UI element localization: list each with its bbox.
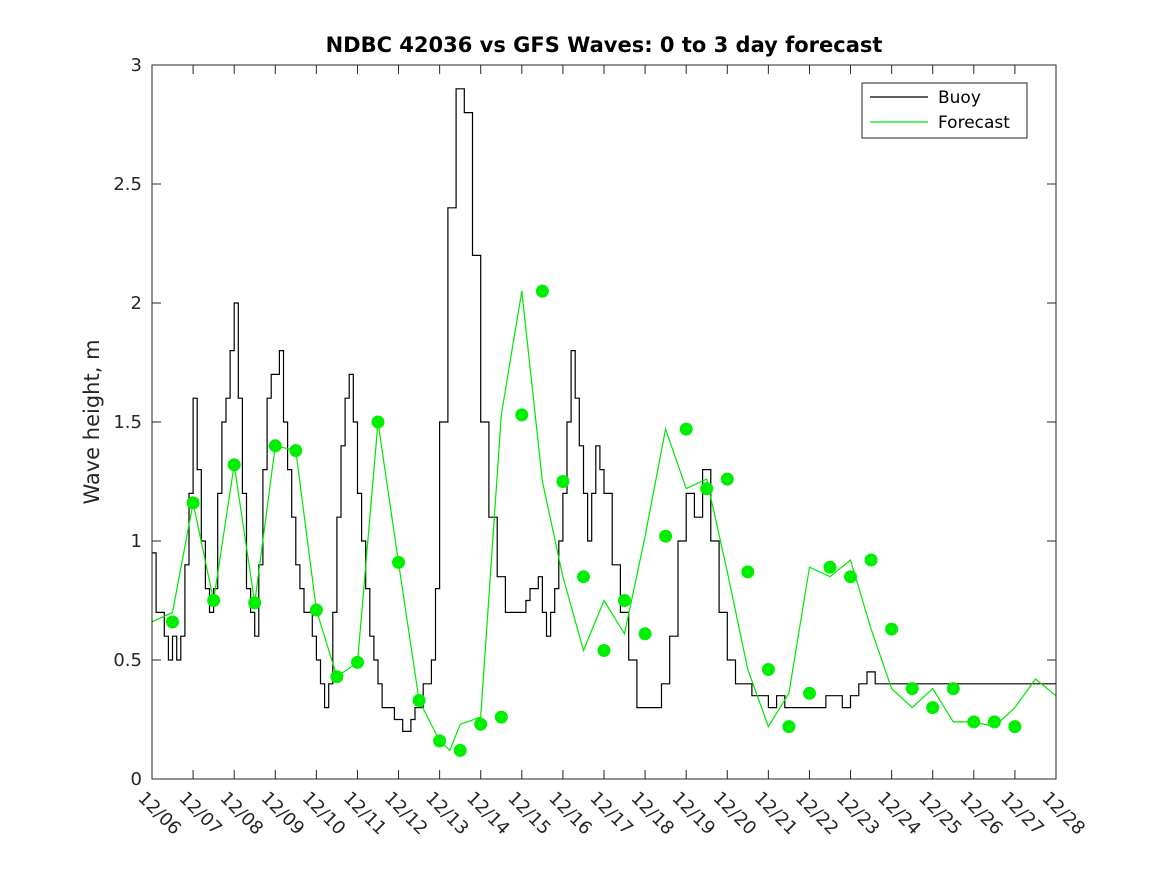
legend-label-buoy: Buoy — [938, 88, 981, 108]
forecast-dot — [186, 496, 200, 510]
y-tick-label: 0.5 — [113, 650, 142, 671]
forecast-dot — [309, 603, 323, 617]
forecast-dot — [474, 717, 488, 731]
buoy-series-layer — [152, 88, 1056, 732]
forecast-dot — [844, 570, 857, 584]
forecast-dot — [597, 644, 611, 657]
y-tick-label: 3 — [131, 55, 142, 76]
forecast-dot — [659, 529, 673, 543]
forecast-dot — [412, 694, 426, 707]
forecast-dot — [227, 458, 241, 472]
legend-label-forecast: Forecast — [938, 113, 1010, 133]
forecast-dot — [392, 555, 405, 569]
y-tick-label: 2.5 — [113, 174, 142, 195]
forecast-dot — [330, 670, 344, 684]
forecast-dot — [905, 682, 919, 696]
forecast-dot — [967, 715, 981, 729]
y-tick-label: 2 — [131, 293, 142, 314]
forecast-dot — [782, 720, 796, 734]
forecast-dot — [494, 710, 508, 724]
y-tick-label: 1 — [131, 531, 142, 552]
forecast-dot — [926, 701, 940, 715]
forecast-dot — [885, 622, 899, 636]
forecast-dot — [535, 284, 549, 298]
forecast-line-0 — [151, 291, 1057, 752]
forecast-dot — [289, 444, 303, 458]
legend-box — [861, 82, 1028, 139]
forecast-dot — [166, 615, 179, 629]
forecast-dot — [864, 553, 878, 567]
forecast-dot — [741, 565, 755, 579]
forecast-dot — [556, 475, 570, 488]
forecast-dot — [433, 734, 447, 748]
forecast-dot — [371, 415, 385, 429]
plot-area — [152, 65, 1056, 779]
forecast-dot — [1008, 720, 1022, 734]
y-tick-label: 1.5 — [113, 412, 142, 433]
forecast-dot — [515, 408, 529, 422]
forecast-dot — [720, 472, 734, 486]
forecast-dot — [618, 594, 631, 607]
forecast-dot — [248, 596, 262, 610]
forecast-dot — [823, 560, 837, 574]
y-axis-label: Wave height, m — [80, 339, 104, 504]
legend: Buoy Forecast — [861, 82, 1028, 139]
chart-title: NDBC 42036 vs GFS Waves: 0 to 3 day fore… — [326, 33, 883, 57]
buoy-line — [152, 88, 1056, 732]
forecast-dot — [453, 743, 467, 757]
forecast-dots-layer — [166, 284, 1022, 757]
forecast-dot — [946, 682, 960, 696]
forecast-dot — [987, 715, 1001, 729]
forecast-series-layer — [151, 291, 1057, 752]
forecast-dot — [700, 482, 714, 496]
forecast-dot — [679, 422, 693, 436]
forecast-dot — [638, 627, 652, 641]
y-tick-label: 0 — [131, 769, 142, 790]
forecast-dot — [761, 663, 775, 676]
forecast-dot — [577, 570, 590, 584]
forecast-dot — [268, 439, 282, 453]
forecast-dot — [351, 655, 364, 669]
forecast-dot — [207, 594, 221, 607]
forecast-dot — [803, 686, 816, 700]
